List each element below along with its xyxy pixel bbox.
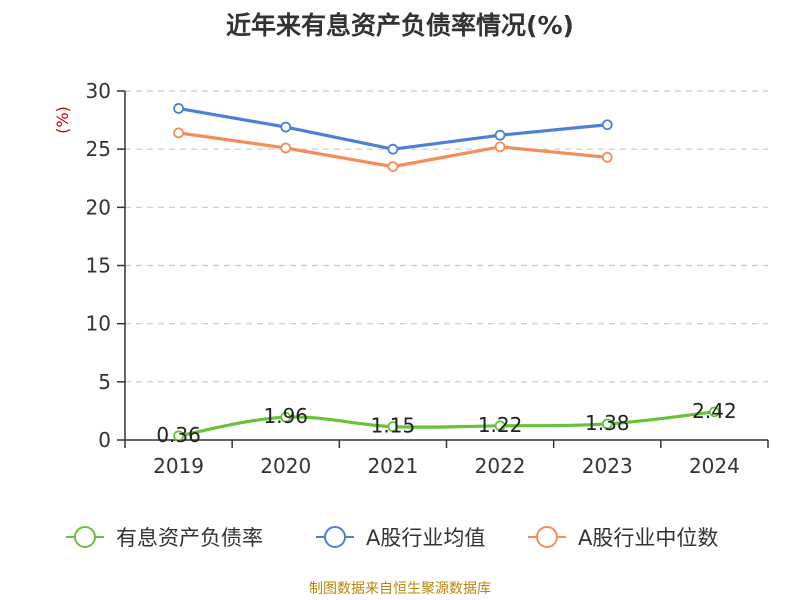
data-label: 1.15 <box>371 414 416 438</box>
data-point <box>494 129 506 141</box>
y-tick-label: 0 <box>98 428 111 452</box>
x-tick-label: 2021 <box>367 454 418 478</box>
data-point <box>601 119 613 131</box>
data-point <box>494 141 506 153</box>
y-tick-label: 30 <box>86 79 111 103</box>
y-tick-label: 20 <box>86 195 111 219</box>
y-tick-label: 25 <box>86 137 111 161</box>
legend-label: 有息资产负债率 <box>116 526 263 550</box>
data-point <box>280 411 292 423</box>
x-tick-label: 2022 <box>475 454 526 478</box>
y-tick-label: 5 <box>98 370 111 394</box>
data-point <box>709 406 720 418</box>
data-point <box>601 151 613 163</box>
y-tick-label: 10 <box>86 312 111 336</box>
data-labels: 0.36 1.96 1.15 1.22 1.38 2.42 <box>156 399 736 447</box>
y-tick-label: 15 <box>86 254 111 278</box>
x-tick-label: 2023 <box>582 454 633 478</box>
series-line <box>176 410 717 438</box>
legend: 有息资产负债率 A股行业均值 A股行业中位数 <box>66 526 718 550</box>
data-point <box>173 103 184 114</box>
data-point <box>173 127 184 139</box>
legend-label: A股行业中位数 <box>578 526 718 550</box>
series-lines <box>173 103 720 442</box>
data-point <box>601 418 613 430</box>
data-point <box>387 161 399 173</box>
data-point <box>280 121 292 133</box>
data-label: 1.22 <box>478 413 523 437</box>
data-point <box>280 142 292 154</box>
y-axis-unit: (%) <box>53 106 72 134</box>
source-note: 制图数据来自恒生聚源数据库 <box>309 581 491 597</box>
x-tick-label: 2024 <box>689 454 740 478</box>
data-point <box>387 421 399 433</box>
x-tick-label: 2019 <box>153 454 204 478</box>
legend-marker <box>74 526 96 548</box>
data-point <box>494 420 506 432</box>
data-label: 0.36 <box>156 423 201 447</box>
data-point <box>173 430 184 442</box>
data-point <box>387 143 399 155</box>
data-label: 1.38 <box>585 411 630 435</box>
legend-marker <box>536 526 558 548</box>
x-tick-label: 2020 <box>260 454 311 478</box>
legend-marker <box>324 526 346 548</box>
chart-title: 近年来有息资产负债率情况(%) <box>226 11 574 40</box>
legend-label: A股行业均值 <box>366 526 485 550</box>
axes: 0 5 10 15 20 25 30 (%) 2019 2020 2021 2022 2023 2024 <box>53 79 769 478</box>
grid-lines <box>125 90 768 383</box>
data-label: 2.42 <box>692 399 737 423</box>
data-label: 1.96 <box>263 404 308 428</box>
